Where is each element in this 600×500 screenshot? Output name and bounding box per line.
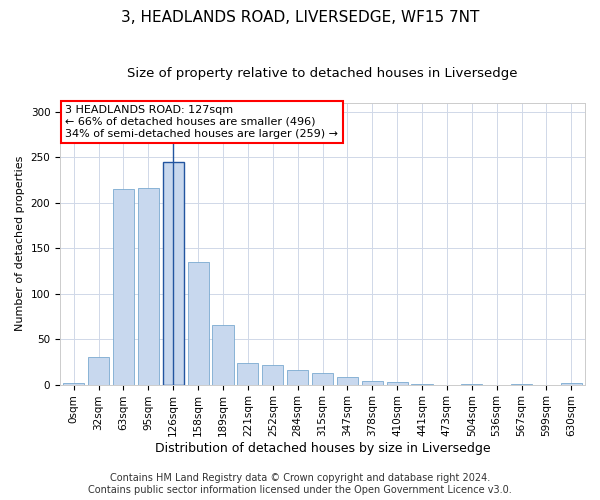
- Bar: [63, 383, 84, 384]
- Bar: [113, 189, 134, 384]
- Y-axis label: Number of detached properties: Number of detached properties: [15, 156, 25, 331]
- Bar: [163, 162, 184, 384]
- Bar: [138, 188, 159, 384]
- Bar: [262, 364, 283, 384]
- Bar: [312, 373, 333, 384]
- Text: Contains HM Land Registry data © Crown copyright and database right 2024.
Contai: Contains HM Land Registry data © Crown c…: [88, 474, 512, 495]
- Bar: [362, 381, 383, 384]
- Text: 3, HEADLANDS ROAD, LIVERSEDGE, WF15 7NT: 3, HEADLANDS ROAD, LIVERSEDGE, WF15 7NT: [121, 10, 479, 25]
- Title: Size of property relative to detached houses in Liversedge: Size of property relative to detached ho…: [127, 68, 518, 80]
- Bar: [237, 363, 259, 384]
- X-axis label: Distribution of detached houses by size in Liversedge: Distribution of detached houses by size …: [155, 442, 490, 455]
- Bar: [88, 358, 109, 384]
- Bar: [212, 326, 233, 384]
- Bar: [337, 378, 358, 384]
- Bar: [287, 370, 308, 384]
- Text: 3 HEADLANDS ROAD: 127sqm
← 66% of detached houses are smaller (496)
34% of semi-: 3 HEADLANDS ROAD: 127sqm ← 66% of detach…: [65, 106, 338, 138]
- Bar: [188, 262, 209, 384]
- Bar: [386, 382, 408, 384]
- Bar: [561, 383, 582, 384]
